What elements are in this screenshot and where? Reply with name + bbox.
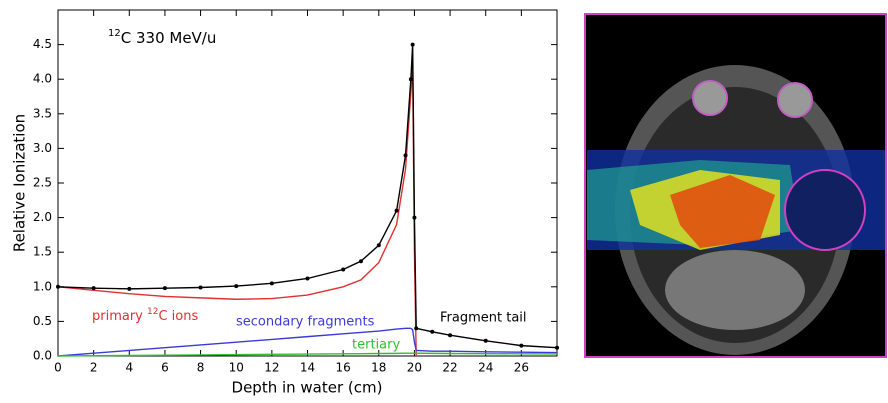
data-point: [91, 286, 96, 291]
data-point: [414, 326, 419, 331]
x-tick-label: 18: [371, 361, 386, 375]
data-point: [519, 343, 524, 348]
eye: [692, 80, 728, 116]
data-point: [56, 284, 60, 289]
data-point: [305, 276, 310, 281]
y-tick-label: 3.0: [33, 141, 52, 155]
data-point: [408, 77, 413, 82]
series-label: Fragment tail: [440, 311, 527, 326]
x-tick-label: 20: [407, 361, 422, 375]
x-tick-label: 10: [229, 361, 244, 375]
x-tick-label: 26: [514, 361, 529, 375]
series-line: [57, 44, 558, 349]
label-pre: primary: [92, 309, 147, 324]
series-label: primary 12C ions: [92, 307, 198, 324]
x-tick-label: 24: [478, 361, 493, 375]
y-tick-label: 2.0: [33, 210, 52, 224]
data-point: [269, 281, 274, 286]
label-sup: 12: [147, 307, 158, 317]
plot-frame: [57, 9, 558, 357]
data-point: [162, 286, 167, 291]
x-tick-label: 12: [264, 361, 279, 375]
eye: [777, 82, 813, 118]
data-point: [127, 286, 132, 291]
y-tick-label: 4.0: [33, 72, 52, 86]
data-point: [198, 285, 203, 290]
data-point: [448, 333, 453, 338]
series-line: [57, 65, 417, 357]
data-point: [358, 259, 363, 264]
x-tick-label: 4: [125, 361, 133, 375]
x-tick-label: 8: [197, 361, 205, 375]
y-tick-label: 2.5: [33, 176, 52, 190]
data-point: [430, 329, 435, 334]
target: [784, 169, 866, 251]
cerebellum: [665, 250, 805, 330]
x-tick-label: 2: [90, 361, 98, 375]
data-point: [341, 267, 346, 272]
label-text: C ions: [158, 309, 198, 324]
data-point: [403, 153, 408, 158]
x-tick-label: 16: [336, 361, 351, 375]
y-tick-label: 4.5: [33, 37, 52, 51]
ct-image: [584, 13, 887, 358]
y-axis-label: Relative Ionization: [11, 114, 29, 252]
y-tick-label: 1.5: [33, 245, 52, 259]
y-tick-label: 3.5: [33, 106, 52, 120]
data-point: [483, 338, 488, 343]
data-point: [555, 345, 559, 350]
series-line: [57, 352, 558, 357]
title-text: C 330 MeV/u: [121, 29, 217, 47]
series-label: secondary fragments: [236, 315, 375, 330]
y-tick-label: 0.5: [33, 314, 52, 328]
data-point: [412, 215, 417, 220]
x-axis-label: Depth in water (cm): [232, 379, 383, 397]
data-point: [394, 208, 399, 213]
chart-title: 12C 330 MeV/u: [108, 28, 216, 47]
data-point: [376, 243, 381, 248]
y-tick-label: 0.0: [33, 349, 52, 363]
data-point: [410, 42, 415, 47]
title-sup: 12: [108, 28, 121, 39]
x-tick-label: 0: [54, 361, 62, 375]
series-label: tertiary: [352, 338, 400, 353]
x-tick-label: 6: [161, 361, 169, 375]
x-tick-label: 22: [442, 361, 457, 375]
data-point: [234, 284, 239, 289]
series-line: [57, 327, 558, 357]
y-tick-label: 1.0: [33, 279, 52, 293]
x-tick-label: 14: [300, 361, 315, 375]
dose-high: [670, 175, 775, 248]
